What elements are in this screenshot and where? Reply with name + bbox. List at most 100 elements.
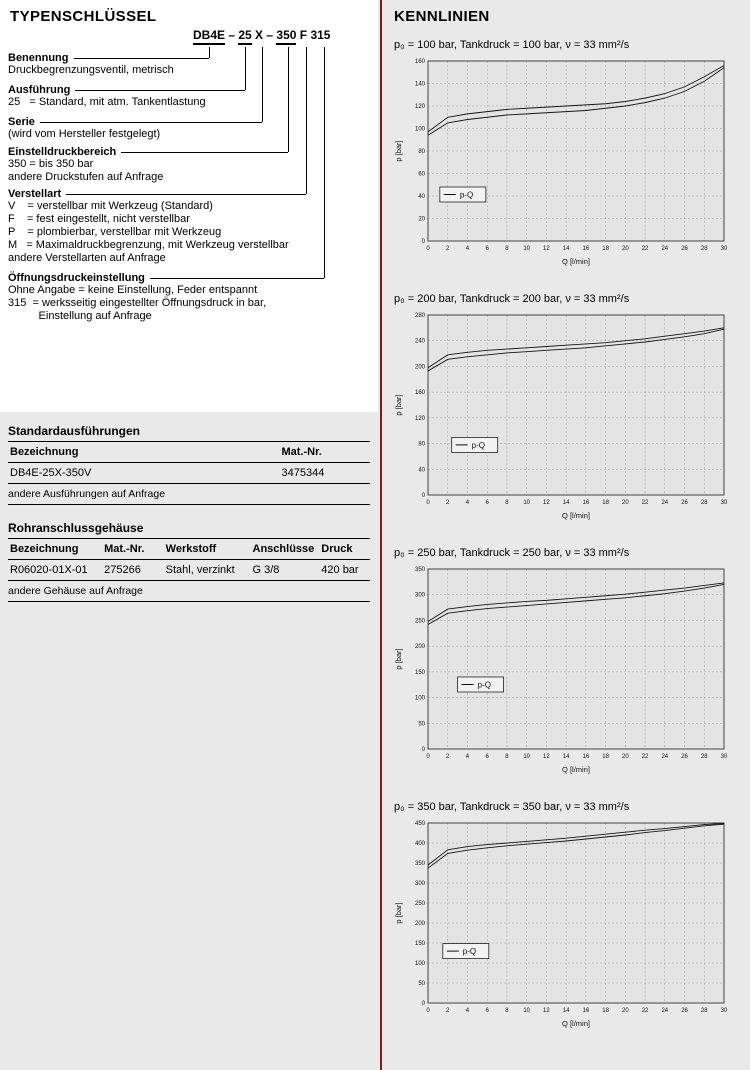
svg-text:20: 20 [622, 754, 629, 760]
type-key-section-heading: Verstellart [8, 188, 62, 200]
type-code: DB4E – 25 X – 350 F 315 [193, 28, 330, 45]
svg-text:150: 150 [415, 941, 426, 947]
svg-text:20: 20 [418, 217, 425, 223]
type-key-section-heading: Serie [8, 116, 35, 128]
svg-text:80: 80 [418, 442, 425, 448]
svg-text:24: 24 [661, 246, 668, 252]
svg-text:8: 8 [505, 1008, 509, 1014]
table-cell: 420 bar [319, 559, 370, 581]
svg-text:2: 2 [446, 754, 450, 760]
svg-text:40: 40 [418, 467, 425, 473]
type-key-section-line: (wird vom Hersteller festgelegt) [8, 128, 161, 140]
svg-text:28: 28 [701, 246, 708, 252]
legend-label: p-Q [472, 441, 485, 450]
left-column: TYPENSCHLÜSSEL DB4E – 25 X – 350 F 315 B… [0, 0, 378, 602]
chart-caption: p₀ = 100 bar, Tankdruck = 100 bar, ν = 3… [394, 39, 630, 51]
table-cell: DB4E-25X-350V [8, 462, 280, 484]
svg-text:18: 18 [602, 500, 609, 506]
chart-caption: p₀ = 200 bar, Tankdruck = 200 bar, ν = 3… [394, 293, 630, 305]
x-axis-label: Q [l/min] [562, 765, 590, 774]
tables-area: Standardausführungen Bezeichnung Mat.-Nr. D… [8, 424, 370, 602]
svg-text:24: 24 [661, 754, 668, 760]
svg-text:12: 12 [543, 1008, 550, 1014]
x-axis-label: Q [l/min] [562, 257, 590, 266]
type-key-section: Serie (wird vom Hersteller festgelegt) [8, 116, 160, 141]
table-header-cell: Mat.-Nr. [102, 539, 164, 560]
type-code-token: – [225, 28, 239, 42]
svg-text:2: 2 [446, 246, 450, 252]
connector-vline [262, 47, 263, 122]
table-header-cell: Bezeichnung [8, 539, 103, 560]
curve-p-Q [427, 822, 725, 866]
svg-text:60: 60 [418, 172, 425, 178]
svg-text:100: 100 [415, 696, 426, 702]
chart-caption: p₀ = 350 bar, Tankdruck = 350 bar, ν = 3… [394, 801, 630, 813]
table-cell: 275266 [102, 559, 164, 581]
chart-figure: 0 2 4 6 8 10 12 14 16 18 20 22 24 26 28 30 0 50 100 150 200 2… [392, 817, 744, 1029]
connector-vline [209, 47, 210, 58]
curve-p-Q [427, 67, 725, 136]
svg-text:250: 250 [415, 901, 426, 907]
type-key-section-heading: Ausführung [8, 84, 71, 96]
type-key-section-line: Druckbegrenzungsventil, metrisch [8, 64, 174, 76]
table-title: Standardausführungen [8, 424, 370, 442]
curve-p-Q [427, 823, 725, 869]
svg-text:450: 450 [415, 821, 426, 827]
svg-text:10: 10 [523, 246, 530, 252]
table-header-cell: Mat.-Nr. [279, 442, 370, 463]
type-code-token: 350 [276, 28, 297, 45]
type-key-section: Einstelldruckbereich 350 = bis 350 bar and… [8, 146, 163, 184]
legend: p-Q [439, 186, 487, 203]
svg-text:22: 22 [642, 1008, 649, 1014]
svg-text:6: 6 [486, 500, 490, 506]
svg-text:30: 30 [721, 1008, 728, 1014]
svg-text:12: 12 [543, 500, 550, 506]
svg-text:80: 80 [418, 149, 425, 155]
connector-hline [121, 152, 288, 153]
svg-text:30: 30 [721, 754, 728, 760]
connector-hline [75, 90, 245, 91]
svg-text:30: 30 [721, 246, 728, 252]
charts-area: p₀ = 100 bar, Tankdruck = 100 bar, ν = 3… [392, 39, 744, 1029]
svg-text:28: 28 [701, 754, 708, 760]
type-key-section-heading: Einstelldruckbereich [8, 146, 117, 158]
svg-text:20: 20 [622, 246, 629, 252]
svg-text:22: 22 [642, 246, 649, 252]
svg-text:200: 200 [415, 644, 426, 650]
chart-figure: 0 2 4 6 8 10 12 14 16 18 20 22 24 26 28 30 0 20 40 60 80 100 1… [392, 55, 744, 267]
connector-vline [245, 47, 246, 90]
connector-hline [40, 122, 262, 123]
legend-label: p-Q [463, 947, 476, 956]
svg-text:160: 160 [415, 390, 426, 396]
type-key-section-line: 350 = bis 350 bar [8, 158, 94, 170]
connector-hline [74, 58, 209, 59]
y-axis-label: p [bar] [394, 140, 403, 161]
svg-text:26: 26 [681, 246, 688, 252]
svg-text:14: 14 [563, 246, 570, 252]
x-axis-label: Q [l/min] [562, 1019, 590, 1028]
table-header-cell: Werkstoff [163, 539, 251, 560]
type-code-token: 315 [307, 28, 331, 42]
svg-text:6: 6 [486, 1008, 490, 1014]
svg-text:200: 200 [415, 921, 426, 927]
svg-text:26: 26 [681, 500, 688, 506]
type-key-section-line: 315 = werksseitig eingestellter Öffnungs… [8, 297, 267, 309]
table-header-row: Bezeichnung Mat.-Nr. Werkstoff Anschlüsse Dr… [8, 539, 370, 560]
table-header-row: Bezeichnung Mat.-Nr. [8, 442, 370, 463]
svg-text:14: 14 [563, 1008, 570, 1014]
type-key-section-line: 25 = Standard, mit atm. Tankentlastung [8, 96, 206, 108]
svg-text:22: 22 [642, 754, 649, 760]
table-note: andere Ausführungen auf Anfrage [8, 484, 370, 505]
svg-text:18: 18 [602, 754, 609, 760]
type-key-section-line: andere Verstellarten auf Anfrage [8, 252, 166, 264]
svg-text:6: 6 [486, 246, 490, 252]
table-row: DB4E-25X-350V 3475344 [8, 462, 370, 484]
svg-text:250: 250 [415, 618, 426, 624]
svg-text:8: 8 [505, 754, 509, 760]
svg-text:4: 4 [466, 500, 470, 506]
curve-p-Q [427, 65, 725, 133]
svg-text:50: 50 [418, 721, 425, 727]
svg-text:350: 350 [415, 567, 426, 573]
svg-text:120: 120 [415, 416, 426, 422]
